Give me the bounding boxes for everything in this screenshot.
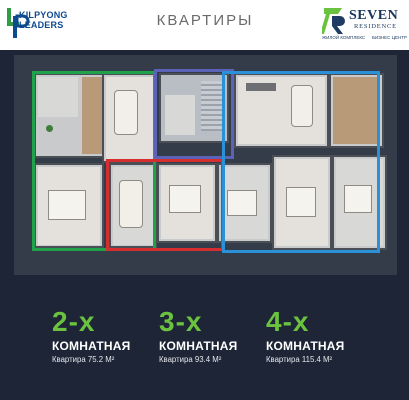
floor-plan-room <box>102 73 157 163</box>
logo-right-subtitle-right: БИЗНЕС ЦЕНТР <box>372 35 407 40</box>
floor-plan-room <box>109 163 157 248</box>
floor-plan-room <box>34 73 124 158</box>
outline-common-area <box>154 69 234 159</box>
floor-plan-corridor <box>159 73 229 143</box>
apartment-rooms: 3-х <box>159 306 203 337</box>
apartment-labels: 2-х КОМНАТНАЯ Квартира 75.2 М² 3-х КОМНА… <box>0 300 409 400</box>
header: KILPYONG LEADERS КВАРТИРЫ SEVEN RESIDENC… <box>0 0 409 50</box>
logo-right-subtitle-left: ЖИЛОЙ КОМПЛЕКС <box>322 35 366 40</box>
seven-residence-logo: SEVEN RESIDENCE ЖИЛОЙ КОМПЛЕКС БИЗНЕС ЦЕ… <box>320 6 407 46</box>
seven-logo-mark-icon <box>322 8 345 34</box>
outline-4-room <box>222 71 380 253</box>
logo-left-line2: LEADERS <box>19 20 64 30</box>
logo-left-line1: KILPYONG <box>19 10 68 20</box>
logo-right-brand-line2: RESIDENCE <box>354 23 397 30</box>
floor-plan-room <box>157 163 217 243</box>
apartment-area: Квартира 75.2 М² <box>52 355 115 364</box>
apartment-area: Квартира 93.4 М² <box>159 355 222 364</box>
apartment-type: КОМНАТНАЯ <box>52 339 131 353</box>
outline-3-room <box>106 159 224 251</box>
floor-plan-room <box>234 73 329 148</box>
apartment-type: КОМНАТНАЯ <box>159 339 238 353</box>
kilpyong-logo-mark-icon <box>7 8 30 38</box>
apartment-type: КОМНАТНАЯ <box>266 339 345 353</box>
floor-plan-image <box>14 55 397 275</box>
floor-plan-room <box>272 155 332 250</box>
page-title: КВАРТИРЫ <box>156 12 254 29</box>
logo-right-brand-line1: SEVEN <box>349 8 399 23</box>
floor-plan-room <box>329 73 384 148</box>
apartment-2-room: 2-х КОМНАТНАЯ Квартира 75.2 М² <box>52 306 172 365</box>
apartment-3-room: 3-х КОМНАТНАЯ Квартира 93.4 М² <box>159 306 279 365</box>
floor-plan-room <box>34 163 104 248</box>
floor-plan-room <box>217 163 272 243</box>
apartment-rooms: 4-х <box>266 306 310 337</box>
apartment-4-room: 4-х КОМНАТНАЯ Квартира 115.4 М² <box>266 306 386 365</box>
apartment-rooms: 2-х <box>52 306 96 337</box>
kilpyong-leaders-logo: KILPYONG LEADERS <box>6 4 96 44</box>
apartment-area: Квартира 115.4 М² <box>266 355 333 364</box>
